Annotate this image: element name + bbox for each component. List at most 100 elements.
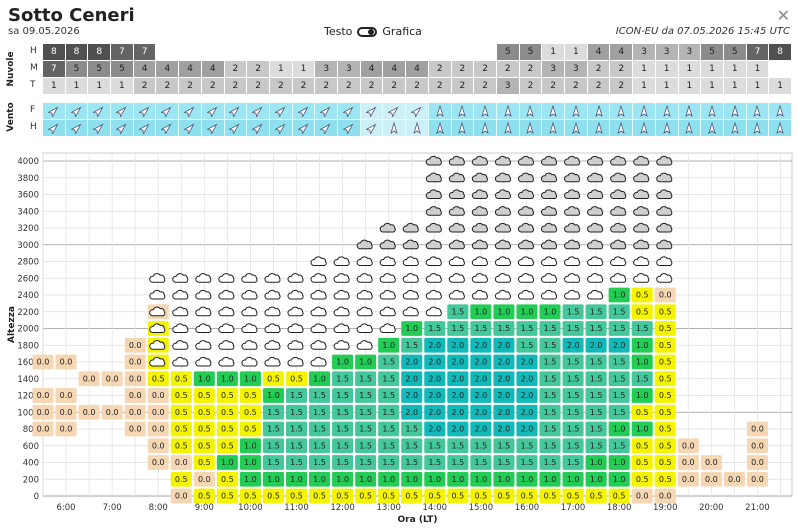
cloud-icon xyxy=(564,222,581,233)
cloud-icon xyxy=(540,206,558,216)
cloud-icon xyxy=(356,306,373,317)
lift-value-label: 0.5 xyxy=(405,492,418,501)
lift-value-label: 0.5 xyxy=(659,324,672,333)
lift-cell xyxy=(32,388,54,403)
cloud-cell: 7 xyxy=(746,44,770,60)
cloud-icon xyxy=(149,273,166,283)
cloud-icon xyxy=(448,172,465,183)
lift-value-label: 2.0 xyxy=(451,391,464,400)
lift-cell xyxy=(516,388,538,403)
cloud-cell: 1 xyxy=(633,61,656,77)
cloud-cell xyxy=(224,44,248,60)
wind-arrow-icon xyxy=(88,120,112,136)
wind-arrow-icon xyxy=(406,120,429,136)
cloud-icon xyxy=(379,273,396,283)
cloud-icon xyxy=(517,172,535,183)
lift-cell xyxy=(332,471,354,487)
lift-value-label: 0.0 xyxy=(751,458,764,467)
lift-value-label: 0.5 xyxy=(244,492,257,501)
lift-cell xyxy=(539,488,561,504)
wind-arrow-icon xyxy=(474,103,497,119)
toggle-switch[interactable] xyxy=(357,26,378,37)
lift-cell xyxy=(723,471,745,487)
lift-cell xyxy=(193,421,215,437)
lift-cell xyxy=(378,421,400,437)
cloud-icon xyxy=(633,189,650,199)
lift-value-label: 2.0 xyxy=(521,358,534,367)
cloud-icon xyxy=(425,256,442,266)
cloud-icon xyxy=(241,273,258,283)
wind-arrow-icon xyxy=(360,103,384,119)
lift-cell xyxy=(493,471,515,487)
cloud-icon xyxy=(587,289,604,300)
view-toggle[interactable]: Testo Grafica xyxy=(324,25,422,38)
lift-cell xyxy=(585,371,607,387)
lift-cell xyxy=(309,388,331,403)
lift-cell xyxy=(332,354,354,370)
lift-cell xyxy=(170,404,192,420)
lift-value-label: 0.5 xyxy=(336,492,349,501)
lift-value-label: 0.5 xyxy=(659,341,672,350)
lift-value-label: 1.5 xyxy=(498,441,511,450)
wind-arrow-icon xyxy=(678,120,702,136)
lift-value-label: 0.0 xyxy=(152,441,165,450)
lift-cell xyxy=(424,404,446,420)
close-icon[interactable]: ✕ xyxy=(776,6,790,25)
cloud-cell: 1 xyxy=(723,78,747,94)
x-tick-label: 12:00 xyxy=(330,503,355,513)
cloud-icon xyxy=(172,306,189,317)
lift-cell xyxy=(746,455,768,470)
lift-cell xyxy=(55,388,77,403)
lift-cell xyxy=(193,404,215,420)
x-tick-label: 11:00 xyxy=(284,503,309,513)
cloud-icon xyxy=(241,340,258,350)
cloud-cell: 1 xyxy=(723,61,747,77)
cloud-icon xyxy=(517,189,535,199)
lift-value-label: 2.0 xyxy=(498,425,511,434)
cloud-icon xyxy=(564,239,581,250)
lift-value-label: 0.0 xyxy=(37,391,50,400)
lift-cell xyxy=(493,304,515,320)
cloud-icon xyxy=(587,172,604,183)
lift-value-label: 1.0 xyxy=(267,475,280,484)
cloud-cell: 2 xyxy=(156,78,180,94)
lift-cell xyxy=(654,455,676,470)
lift-cell xyxy=(677,438,699,454)
lift-cell xyxy=(631,488,653,504)
toggle-graphic-label[interactable]: Grafica xyxy=(382,25,422,38)
cloud-icon xyxy=(471,206,488,216)
cloud-icon xyxy=(656,222,673,233)
lift-value-label: 2.0 xyxy=(405,374,418,383)
lift-cell xyxy=(170,438,192,454)
lift-cell xyxy=(470,404,492,420)
cloud-cell: 5 xyxy=(88,61,112,77)
lift-value-label: 0.5 xyxy=(359,492,372,501)
lift-cell xyxy=(631,438,653,454)
wind-arrow-icon xyxy=(111,103,134,119)
lift-cell xyxy=(424,321,446,336)
lift-value-label: 2.0 xyxy=(428,341,441,350)
toggle-text-label[interactable]: Testo xyxy=(324,25,353,38)
lift-value-label: 0.5 xyxy=(198,425,211,434)
cloud-cell: 2 xyxy=(428,78,452,94)
cloud-icon xyxy=(656,155,673,166)
lift-cell xyxy=(447,388,469,403)
cloud-icon xyxy=(494,273,511,283)
cloud-icon xyxy=(425,222,442,233)
cloud-cell: 2 xyxy=(224,61,248,77)
lift-value-label: 0.5 xyxy=(636,291,649,300)
cloud-icon xyxy=(587,239,604,250)
lift-value-label: 0.0 xyxy=(106,374,119,383)
lift-value-label: 1.0 xyxy=(544,307,557,316)
lift-value-label: 1.5 xyxy=(613,408,626,417)
wind-arrow-icon xyxy=(701,120,724,136)
lift-cell xyxy=(193,388,215,403)
lift-cell xyxy=(608,471,630,487)
lift-value-label: 1.5 xyxy=(405,425,418,434)
cloud-cell: 2 xyxy=(496,61,520,77)
lift-value-label: 0.5 xyxy=(659,391,672,400)
lift-value-label: 1.0 xyxy=(382,341,395,350)
lift-cell xyxy=(378,337,400,353)
lift-cell xyxy=(608,404,630,420)
lift-cell xyxy=(424,455,446,470)
